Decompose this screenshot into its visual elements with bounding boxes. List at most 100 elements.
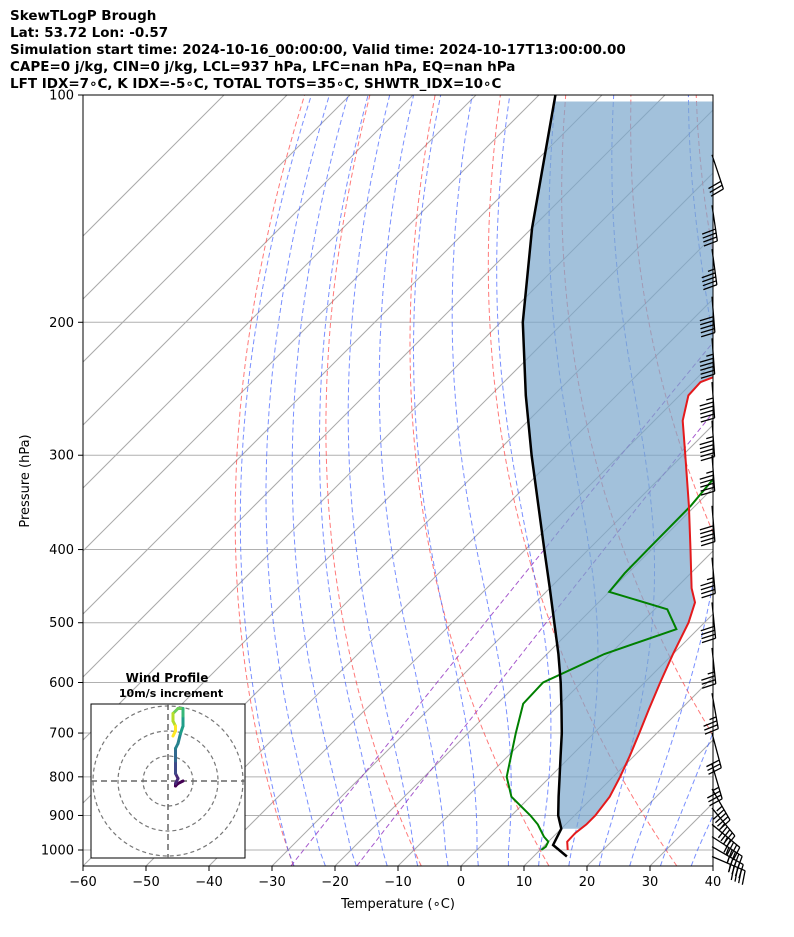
barb-flag (699, 361, 714, 367)
barb-flag (741, 870, 746, 885)
y-tick-label: 300 (49, 449, 74, 464)
barb-flag (700, 324, 715, 330)
barb-flag (700, 447, 715, 454)
barb-flag (700, 331, 716, 338)
isotherm-line (397, 550, 713, 866)
barb-flag (707, 763, 721, 772)
moist-adiabat (451, 95, 512, 866)
moist-adiabat (319, 95, 388, 866)
wind-barb (707, 764, 723, 807)
wind-barb (699, 455, 716, 496)
wind-barb (701, 205, 718, 247)
barb-flag (701, 683, 716, 689)
barb-half-flag (706, 436, 714, 440)
barb-flag (700, 327, 715, 334)
barb-flag (702, 276, 717, 283)
x-axis-label: Temperature (∘C) (340, 897, 455, 912)
barb-half-flag (706, 353, 714, 357)
barb-half-flag (716, 805, 723, 812)
barb-flag (700, 537, 715, 543)
dewpoint-profile (505, 477, 713, 851)
x-tick-label: −20 (321, 875, 348, 890)
barb-flag (700, 584, 715, 591)
barb-half-flag (706, 576, 715, 581)
wind-barb (711, 788, 731, 831)
barb-flag (733, 853, 740, 868)
y-tick-label: 800 (49, 770, 74, 785)
barb-flag (700, 541, 716, 547)
isotherm-line (776, 95, 794, 866)
moist-adiabat (722, 95, 794, 866)
dry-adiabat (234, 95, 306, 866)
hodograph-inset: Wind Profile 10m/s increment (90, 671, 246, 859)
barb-flag (714, 812, 727, 824)
x-tick-label: 10 (516, 875, 533, 890)
barb-flag (717, 826, 728, 839)
isotherm-line (83, 95, 540, 552)
isotherm-line (523, 676, 713, 866)
barb-flag (706, 759, 720, 768)
y-tick-label: 100 (49, 89, 74, 104)
barb-flag (712, 809, 725, 820)
chart-title: SkewTLogP Brough (10, 8, 157, 24)
isotherm-line (271, 424, 713, 866)
barb-flag (701, 675, 716, 681)
barb-flag (722, 832, 733, 845)
barb-flag (699, 443, 714, 450)
hodograph-segment (171, 729, 177, 738)
barb-flag (699, 316, 714, 322)
barb-flag (700, 373, 715, 379)
isotherm-line (83, 95, 225, 237)
x-tick-label: 40 (705, 875, 722, 890)
mixing-ratio-line (356, 411, 713, 866)
barb-staff (711, 296, 716, 333)
barb-half-flag (707, 671, 715, 675)
barb-flag (703, 284, 718, 291)
moist-adiabat (347, 95, 419, 866)
barb-flag (704, 724, 718, 731)
dry-adiabat (325, 95, 422, 866)
barb-staff (711, 764, 723, 800)
barb-flag (726, 841, 735, 856)
barb-flag (700, 413, 715, 419)
parcel-profile (521, 95, 568, 858)
barb-staff (711, 205, 718, 242)
barb-staff (711, 338, 716, 375)
barb-staff (711, 647, 717, 684)
barb-staff (711, 693, 719, 729)
barb-flag (700, 580, 715, 587)
barb-flag (699, 474, 714, 480)
wind-barb (699, 382, 716, 423)
barb-flag (699, 357, 714, 363)
barb-flag (701, 633, 716, 640)
barb-half-flag (706, 470, 714, 474)
wind-barb (708, 154, 725, 197)
cin-shading (522, 101, 713, 829)
barb-flag (725, 835, 736, 848)
wind-barb (711, 836, 743, 870)
x-tick-label: −50 (132, 875, 159, 890)
stability-line: CAPE=0 j/kg, CIN=0 j/kg, LCL=937 hPa, LF… (10, 59, 516, 75)
barb-flag (702, 280, 717, 287)
barb-flag (700, 320, 715, 326)
barb-flag (718, 819, 731, 831)
barb-flag (702, 232, 717, 239)
moist-adiabat (239, 95, 312, 866)
barb-flag (699, 401, 714, 407)
x-tick-label: −30 (258, 875, 285, 890)
hodograph-subtitle: 10m/s increment (119, 687, 223, 700)
barb-flag (700, 369, 715, 375)
barb-flag (701, 588, 716, 595)
moist-adiabat (378, 95, 449, 866)
barb-flag (703, 236, 717, 243)
isotherm-line (334, 487, 713, 866)
x-tick-label: 20 (579, 875, 596, 890)
moist-adiabat (659, 731, 713, 866)
indices-line: LFT IDX=7∘C, K IDX=-5∘C, TOTAL TOTS=35∘C… (10, 76, 502, 92)
barb-half-flag (709, 716, 717, 721)
barb-half-flag (712, 786, 720, 792)
barb-half-flag (707, 268, 715, 272)
barb-half-flag (725, 847, 730, 855)
wind-barb (699, 338, 716, 379)
barb-staff (711, 846, 744, 866)
